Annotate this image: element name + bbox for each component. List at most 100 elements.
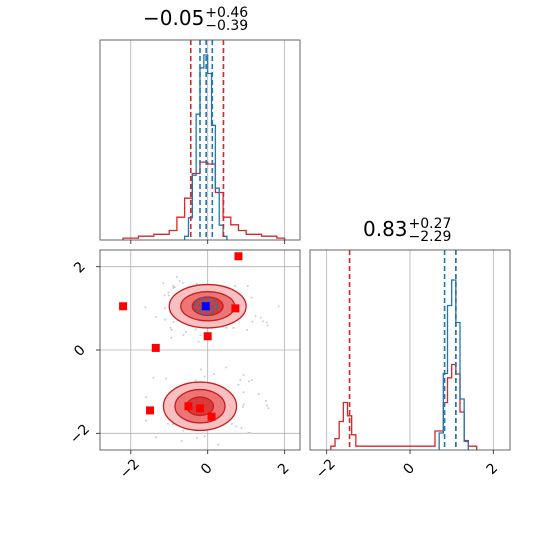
x-marginal-blue-hist <box>183 54 228 240</box>
y-title-value: 0.83 <box>363 217 408 241</box>
joint-red-marker-2 <box>231 304 240 313</box>
joint-scatter-point-0-28 <box>167 291 170 294</box>
joint-ytick-label-2: 2 <box>71 259 89 277</box>
joint-scatter-point-0-36 <box>254 315 257 318</box>
y-marginal-title: 0.83 +0.27 −2.29 <box>363 217 451 244</box>
joint-scatter-point-1-37 <box>203 375 206 378</box>
joint-scatter-point-1-22 <box>225 366 228 369</box>
x-title-minus: −0.39 <box>205 17 249 34</box>
joint-scatter-point-1-36 <box>235 425 238 428</box>
joint-scatter-point-1-38 <box>240 426 243 429</box>
x-marginal-title: −0.05 +0.46 −0.39 <box>143 6 248 33</box>
joint-scatter-point-1-1 <box>247 380 250 383</box>
joint-blue-marker <box>201 302 210 311</box>
joint-red-marker-0 <box>234 252 243 261</box>
joint-scatter-point-1-15 <box>182 429 185 432</box>
x-marginal-red-hist <box>122 161 286 240</box>
joint-scatter-point-0-10 <box>265 321 268 324</box>
joint-scatter-point-0-2 <box>199 334 202 337</box>
y-marginal-red-hist <box>330 363 478 450</box>
joint-ytick-label-1: 0 <box>71 342 89 360</box>
joint-scatter-point-0-18 <box>163 294 166 297</box>
joint-red-marker-6 <box>184 402 193 411</box>
joint-scatter-point-0-29 <box>172 284 175 287</box>
joint-scatter-point-1-23 <box>144 419 147 422</box>
joint-scatter-point-1-11 <box>242 403 245 406</box>
joint-scatter-point-0-32 <box>251 320 254 323</box>
joint-scatter-point-1-4 <box>241 405 244 408</box>
joint-scatter-point-1-32 <box>247 431 250 434</box>
joint-scatter-point-1-25 <box>213 373 216 376</box>
y-title-scripts: +0.27 −2.29 <box>408 217 452 245</box>
joint-scatter-point-0-21 <box>250 296 253 299</box>
x-marginal-frame <box>99 39 301 241</box>
joint-scatter-point-1-18 <box>237 383 240 386</box>
joint-scatter-point-1-21 <box>265 399 268 402</box>
joint-scatter-point-0-6 <box>225 326 228 329</box>
joint-scatter-point-0-0 <box>277 305 280 308</box>
joint-scatter-point-0-27 <box>163 307 166 310</box>
joint-scatter-point-1-26 <box>257 393 260 396</box>
joint-scatter-point-0-33 <box>246 328 249 331</box>
joint-scatter-point-0-11 <box>246 285 249 288</box>
joint-scatter-point-0-1 <box>195 282 198 285</box>
joint-scatter-point-0-35 <box>144 306 147 309</box>
joint-scatter-point-0-3 <box>175 275 178 278</box>
joint-scatter-point-1-16 <box>230 422 233 425</box>
joint-xtick-label-1: 0 <box>198 460 216 478</box>
y-marginal-xtick-label-0: −2 <box>313 456 339 482</box>
joint-scatter-point-0-31 <box>172 320 175 323</box>
joint-scatter-point-1-33 <box>267 407 270 410</box>
joint-ytick-label-0: −2 <box>67 421 93 447</box>
joint-scatter-point-0-16 <box>232 326 235 329</box>
joint-scatter-point-0-30 <box>178 279 181 282</box>
y-marginal-blue-hist <box>438 279 469 450</box>
joint-scatter-point-0-9 <box>184 330 187 333</box>
joint-scatter-point-0-25 <box>173 286 176 289</box>
joint-xtick-label-2: 2 <box>275 460 293 478</box>
y-marginal-xtick-label-1: 0 <box>400 460 418 478</box>
joint-scatter-point-0-38 <box>164 318 167 321</box>
joint-scatter-point-1-34 <box>203 435 206 438</box>
joint-red-marker-4 <box>151 343 160 352</box>
joint-scatter-point-0-22 <box>154 315 157 318</box>
x-title-scripts: +0.46 −0.39 <box>205 4 249 34</box>
joint-red-marker-5 <box>146 406 154 415</box>
joint-scatter-point-0-14 <box>266 324 269 327</box>
y-title-minus: −2.29 <box>408 228 452 245</box>
joint-scatter-point-1-24 <box>194 379 197 382</box>
joint-scatter-point-1-39 <box>165 377 168 380</box>
joint-red-marker-7 <box>196 404 204 413</box>
x-title-plus: +0.46 <box>205 4 249 21</box>
joint-scatter-point-1-9 <box>249 432 252 435</box>
joint-scatter-point-1-10 <box>202 432 205 435</box>
joint-scatter-point-0-34 <box>169 326 172 329</box>
joint-scatter-point-1-17 <box>152 376 155 379</box>
joint-scatter-point-0-5 <box>182 333 185 336</box>
joint-blue-contour-0 <box>193 297 219 316</box>
joint-red-marker-3 <box>203 332 212 341</box>
joint-scatter-point-0-12 <box>261 320 264 323</box>
joint-scatter-point-1-13 <box>166 422 169 425</box>
joint-scatter-point-1-14 <box>196 436 199 439</box>
joint-blue-contour-1 <box>198 300 214 312</box>
joint-xtick-label-0: −2 <box>117 456 143 482</box>
joint-scatter-point-0-39 <box>181 282 184 285</box>
joint-scatter-point-1-20 <box>155 436 158 439</box>
joint-scatter-point-1-0 <box>217 443 220 446</box>
joint-scatter-point-1-19 <box>266 404 269 407</box>
joint-scatter-point-1-2 <box>242 391 245 394</box>
x-title-value: −0.05 <box>143 6 205 30</box>
joint-scatter-point-0-19 <box>259 316 262 319</box>
joint-scatter-point-1-35 <box>199 368 202 371</box>
joint-scatter-point-0-20 <box>197 340 200 343</box>
joint-scatter-point-1-6 <box>145 396 148 399</box>
joint-red-marker-8 <box>207 412 216 421</box>
joint-scatter-point-0-13 <box>170 328 173 331</box>
joint-scatter-point-0-17 <box>234 285 237 288</box>
y-marginal-xtick-label-2: 2 <box>484 460 502 478</box>
joint-scatter-point-1-5 <box>171 423 174 426</box>
joint-scatter-point-1-29 <box>250 379 253 382</box>
